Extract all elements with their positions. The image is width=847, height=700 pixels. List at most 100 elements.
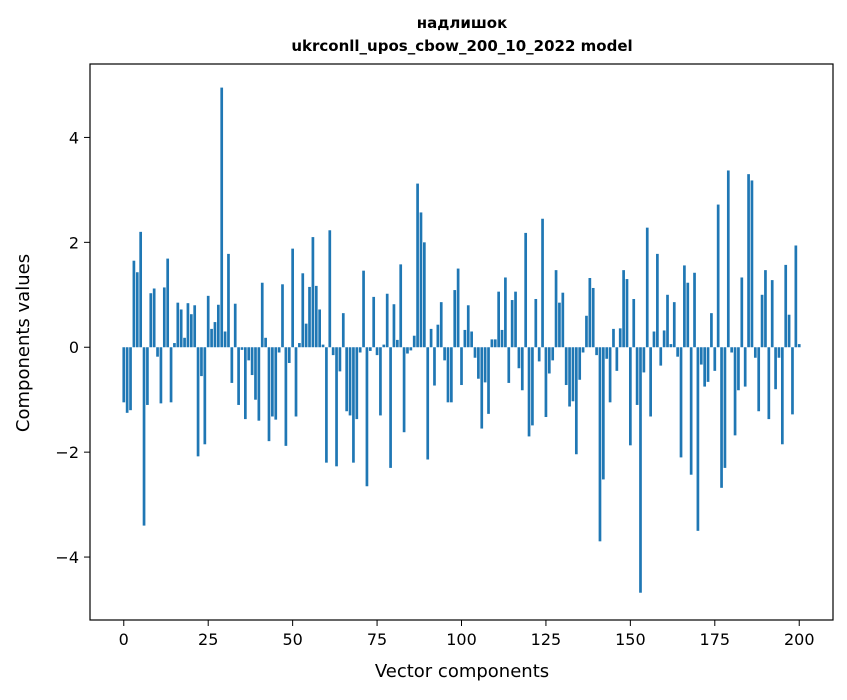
bar-4	[135, 272, 139, 348]
bar-67	[348, 347, 352, 416]
bar-145	[612, 328, 615, 348]
x-tick-label: 0	[119, 630, 129, 649]
bar-155	[645, 227, 649, 348]
bar-80	[392, 304, 396, 348]
bar-59	[321, 344, 325, 348]
bar-161	[666, 294, 669, 348]
bar-197	[787, 314, 791, 348]
bar-23	[200, 347, 203, 377]
bar-64	[338, 347, 342, 372]
bar-40	[257, 347, 261, 421]
bar-154	[642, 347, 646, 373]
bar-36	[244, 347, 247, 420]
bar-169	[693, 272, 696, 348]
bar-181	[733, 347, 737, 436]
bar-183	[740, 277, 744, 348]
bar-100	[460, 347, 463, 386]
bar-165	[679, 347, 683, 458]
bar-61	[328, 230, 332, 348]
bar-171	[699, 347, 703, 365]
bar-63	[335, 347, 338, 467]
bar-129	[558, 302, 561, 348]
bar-141	[598, 347, 602, 542]
bar-51	[294, 347, 298, 417]
bar-50	[291, 248, 294, 348]
bar-15	[173, 343, 176, 348]
bar-74	[372, 296, 376, 348]
bar-6	[142, 347, 146, 526]
bar-17	[179, 309, 183, 348]
bar-21	[193, 305, 197, 348]
bar-200	[797, 344, 801, 348]
bar-66	[345, 347, 349, 412]
bar-20	[189, 314, 193, 348]
bar-85	[409, 347, 413, 351]
bar-153	[639, 347, 642, 593]
bar-34	[237, 347, 240, 405]
bar-175	[713, 347, 717, 371]
bar-148	[622, 270, 625, 348]
bar-31	[227, 253, 230, 348]
bar-87	[416, 183, 419, 348]
bar-90	[426, 347, 430, 460]
bar-57	[314, 285, 318, 348]
bar-78	[385, 293, 389, 348]
bar-30	[223, 331, 227, 348]
bar-186	[750, 180, 754, 348]
bar-124	[541, 218, 544, 348]
bar-128	[554, 270, 558, 348]
bar-184	[743, 347, 747, 387]
bar-150	[629, 347, 632, 446]
bar-54	[304, 323, 308, 348]
bar-0	[122, 347, 126, 403]
y-axis-ticks: −4 −2 0 2 4	[55, 128, 90, 567]
bar-117	[517, 347, 521, 369]
bar-5	[139, 231, 143, 348]
bar-68	[352, 347, 355, 463]
bar-115	[510, 300, 514, 348]
bar-92	[433, 347, 436, 386]
bar-109	[490, 339, 494, 348]
bar-107	[483, 347, 487, 383]
bar-39	[254, 347, 257, 400]
bar-103	[470, 331, 473, 348]
y-tick-label: −4	[55, 548, 79, 567]
x-tick-label: 200	[784, 630, 815, 649]
bar-62	[331, 347, 335, 356]
bar-77	[382, 344, 386, 348]
bar-95	[443, 347, 446, 361]
bar-182	[737, 347, 740, 391]
bar-176	[716, 204, 720, 348]
bar-138	[588, 278, 592, 348]
bar-22	[196, 347, 200, 457]
y-tick-label: 2	[69, 233, 79, 252]
x-tick-label: 150	[615, 630, 646, 649]
x-tick-label: 175	[700, 630, 731, 649]
bar-81	[395, 339, 399, 348]
chart-title-line1: надлишок	[417, 14, 508, 32]
bar-99	[456, 268, 460, 348]
bar-86	[412, 335, 416, 348]
bar-143	[605, 347, 609, 359]
bar-113	[504, 277, 507, 348]
bar-24	[203, 347, 207, 445]
bar-189	[760, 294, 764, 348]
bar-70	[358, 347, 362, 353]
plot-frame	[89, 63, 834, 621]
bar-96	[446, 347, 450, 403]
x-axis-label: Vector components	[375, 661, 549, 682]
bar-163	[672, 302, 676, 348]
bar-160	[662, 330, 666, 348]
bar-157	[652, 331, 656, 348]
bar-35	[240, 347, 244, 350]
bar-131	[564, 347, 568, 386]
bar-46	[277, 347, 281, 353]
bar-8	[149, 293, 153, 348]
bar-193	[774, 347, 777, 390]
bar-177	[720, 347, 723, 488]
bar-136	[581, 347, 585, 353]
bar-38	[250, 347, 254, 376]
bar-196	[784, 264, 788, 348]
bar-120	[527, 347, 531, 437]
